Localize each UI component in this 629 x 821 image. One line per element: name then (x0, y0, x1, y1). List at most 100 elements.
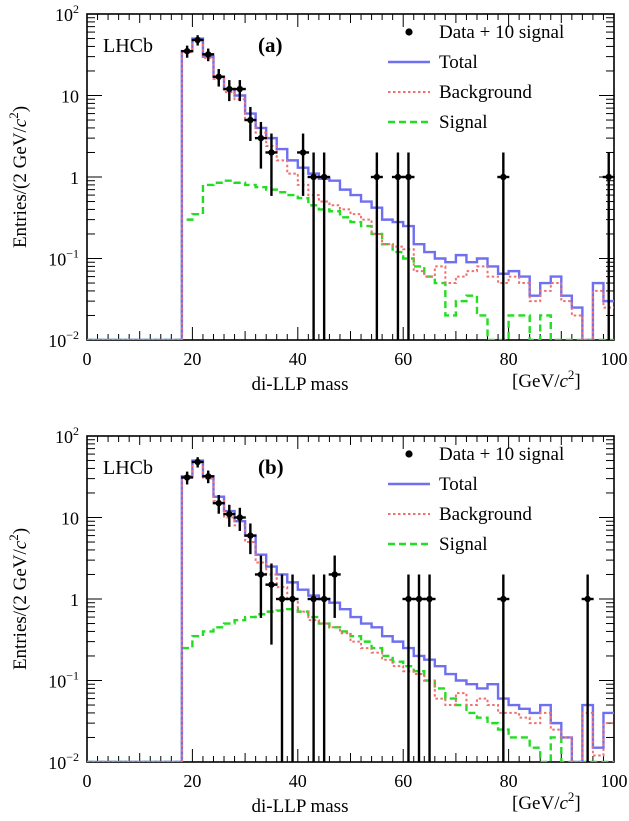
legend-label: Total (439, 52, 478, 73)
panel-label: (b) (258, 455, 284, 479)
legend: Data + 10 signal Total Background Signal (388, 22, 564, 133)
histogram-signal (87, 179, 614, 340)
x-axis-unit: [GeV/c2] (512, 789, 581, 814)
histogram-signal (87, 607, 614, 762)
y-tick-exp: 2 (73, 2, 79, 16)
x-unit-sup: 2 (568, 789, 575, 804)
y-tick-label: 10−2 (48, 328, 79, 351)
x-axis-label: di-LLP mass (252, 796, 349, 817)
data-point (212, 495, 225, 514)
data-point-marker (310, 173, 317, 181)
y-tick-label: 102 (55, 424, 79, 447)
x-tick-label: 0 (83, 771, 92, 791)
x-tick-label: 40 (289, 771, 307, 791)
x-tick-label: 40 (289, 349, 307, 369)
data-point-marker (183, 47, 191, 55)
x-axis-unit: [GeV/c2] (512, 367, 581, 392)
data-point (297, 133, 310, 196)
data-point-marker (226, 85, 233, 93)
data-point (497, 574, 510, 762)
data-point (286, 574, 299, 762)
x-unit-part: ] (574, 371, 580, 392)
x-unit-part: ] (574, 793, 580, 814)
data-point-marker (205, 51, 212, 58)
y-label-sup: 2 (6, 112, 21, 119)
y-tick-label: 1 (70, 168, 79, 188)
data-point (191, 35, 204, 46)
data-point (318, 152, 331, 340)
data-point (223, 504, 236, 527)
data-point-marker (299, 149, 307, 156)
plot-frame (86, 13, 615, 341)
y-tick-label: 10−1 (48, 669, 79, 692)
y-tick-label: 10−1 (48, 247, 79, 270)
legend-entry: Data + 10 signal (405, 444, 564, 465)
y-tick-base: 10 (61, 509, 79, 529)
legend-entry: Background (388, 504, 532, 525)
legend-label: Background (439, 504, 532, 525)
data-point-marker (394, 173, 402, 181)
y-tick-exp: −1 (66, 669, 79, 683)
y-tick-exp: −1 (66, 247, 79, 261)
data-point (233, 80, 246, 102)
data-point-marker (605, 173, 612, 181)
data-point-marker (257, 571, 265, 578)
x-tick-label: 100 (601, 349, 628, 369)
data-point-marker (236, 85, 244, 93)
data-point-marker (268, 581, 275, 588)
legend-entry: Data + 10 signal (405, 22, 564, 43)
data-point (212, 69, 225, 87)
histogram-total (87, 37, 614, 340)
data-point (244, 106, 257, 142)
x-unit-sup: 2 (568, 367, 575, 382)
histogram-total (87, 459, 614, 762)
y-axis-label: Entries/(2 GeV/c2) (6, 106, 31, 248)
histogram-background (87, 38, 614, 340)
data-point-marker (215, 73, 222, 80)
x-unit-part: [GeV/ (512, 371, 560, 392)
data-point (307, 152, 320, 340)
data-point (233, 507, 246, 531)
y-label-part: Entries/(2 GeV/ (10, 126, 31, 248)
data-point (191, 457, 204, 468)
y-label-sup: 2 (6, 534, 21, 541)
panel-label: (a) (258, 33, 283, 57)
legend-label: Signal (439, 112, 488, 133)
y-tick-label: 1 (70, 590, 79, 610)
data-point-marker (247, 532, 254, 539)
legend-marker (405, 28, 413, 36)
data-point (602, 152, 615, 340)
data-point (402, 152, 415, 340)
data-point-marker (426, 595, 433, 603)
legend-label: Background (439, 82, 532, 103)
data-point-marker (405, 595, 412, 603)
legend-entry: Total (388, 474, 478, 495)
y-tick-label: 10−2 (48, 750, 79, 773)
legend-label: Signal (439, 534, 488, 555)
data-point-marker (247, 116, 254, 124)
histogram-layer (87, 459, 614, 762)
data-point (181, 45, 194, 58)
data-point (254, 555, 267, 618)
experiment-label: LHCb (103, 457, 153, 479)
y-label-part: ) (10, 528, 31, 534)
data-point-marker (415, 595, 423, 603)
data-point (244, 523, 257, 555)
x-tick-label: 80 (500, 771, 518, 791)
x-unit-c: c (559, 793, 568, 814)
data-point-marker (268, 149, 275, 156)
data-point-marker (215, 499, 222, 507)
y-label-part: ) (10, 106, 31, 112)
data-point (497, 152, 510, 340)
data-point (181, 471, 194, 485)
data-point-marker (236, 514, 244, 521)
y-label-part: Entries/(2 GeV/ (10, 548, 31, 670)
data-point-marker (257, 134, 265, 142)
histogram-layer (87, 37, 614, 340)
data-point-marker (500, 595, 507, 603)
data-point-marker (226, 510, 233, 518)
data-point (265, 133, 278, 196)
legend-label: Data + 10 signal (439, 444, 564, 465)
y-tick-base: 10 (48, 672, 66, 692)
